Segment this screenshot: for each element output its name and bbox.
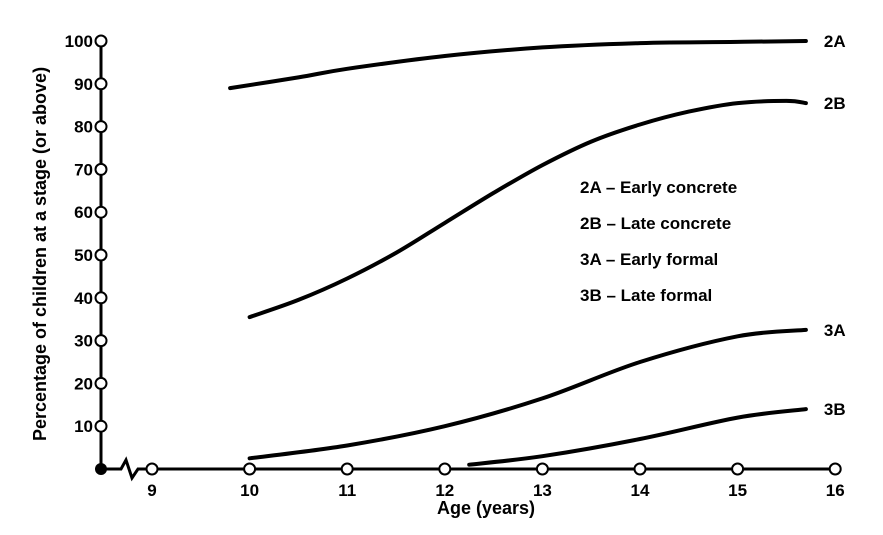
x-axis-title: Age (years) (437, 498, 535, 518)
labels-layer: 2A 2B 3A 3B 2A – Early concrete 2B – Late con… (580, 32, 846, 419)
legend-entry-2b: 2B – Late concrete (580, 214, 731, 233)
series-line-2b (247, 98, 808, 320)
x-tick-label-14: 14 (631, 481, 650, 500)
series-line-2a (228, 39, 808, 91)
y-tick-label-60: 60 (74, 203, 93, 222)
series-line-3a (247, 327, 808, 461)
legend-entry-3a: 3A – Early formal (580, 250, 718, 269)
x-tick-marker-10 (243, 462, 257, 476)
y-tick-label-20: 20 (74, 374, 93, 393)
series-layer (228, 39, 808, 467)
series-end-label-2a: 2A (824, 32, 846, 51)
x-tick-label-12: 12 (435, 481, 454, 500)
y-tick-label-90: 90 (74, 75, 93, 94)
x-tick-marker-12 (438, 462, 452, 476)
x-tick-marker-16 (828, 462, 842, 476)
x-tick-marker-15 (731, 462, 745, 476)
x-tick-marker-13 (535, 462, 549, 476)
y-tick-marker-70 (94, 162, 108, 176)
legend-entry-3b: 3B – Late formal (580, 286, 712, 305)
x-tick-label-10: 10 (240, 481, 259, 500)
legend-entry-2a: 2A – Early concrete (580, 178, 737, 197)
y-tick-marker-40 (94, 291, 108, 305)
y-tick-marker-10 (94, 419, 108, 433)
y-tick-marker-90 (94, 77, 108, 91)
y-tick-marker-60 (94, 205, 108, 219)
origin-marker (95, 463, 107, 475)
y-tick-label-10: 10 (74, 417, 93, 436)
x-tick-marker-11 (340, 462, 354, 476)
series-end-label-3a: 3A (824, 321, 846, 340)
y-tick-label-100: 100 (65, 32, 93, 51)
y-tick-label-80: 80 (74, 118, 93, 137)
x-tick-label-11: 11 (338, 481, 356, 500)
x-tick-label-15: 15 (728, 481, 747, 500)
x-tick-label-13: 13 (533, 481, 552, 500)
x-axis-line (101, 456, 836, 482)
y-axis-title: Percentage of children at a stage (or ab… (30, 67, 50, 441)
y-tick-marker-20 (94, 376, 108, 390)
x-tick-marker-14 (633, 462, 647, 476)
axes: 10 20 30 40 50 60 70 80 90 100 9 10 11 12 13 14 15 16 (65, 32, 845, 500)
y-tick-label-50: 50 (74, 246, 93, 265)
x-tick-label-16: 16 (826, 481, 845, 500)
y-tick-marker-100 (94, 34, 108, 48)
series-end-label-2b: 2B (824, 94, 846, 113)
x-tick-label-9: 9 (147, 481, 156, 500)
y-tick-label-70: 70 (74, 160, 93, 179)
y-tick-marker-30 (94, 334, 108, 348)
x-tick-marker-9 (145, 462, 159, 476)
y-tick-marker-80 (94, 120, 108, 134)
series-line-3b (467, 407, 808, 467)
y-tick-label-30: 30 (74, 332, 93, 351)
y-tick-marker-50 (94, 248, 108, 262)
series-end-label-3b: 3B (824, 400, 846, 419)
y-tick-label-40: 40 (74, 289, 93, 308)
